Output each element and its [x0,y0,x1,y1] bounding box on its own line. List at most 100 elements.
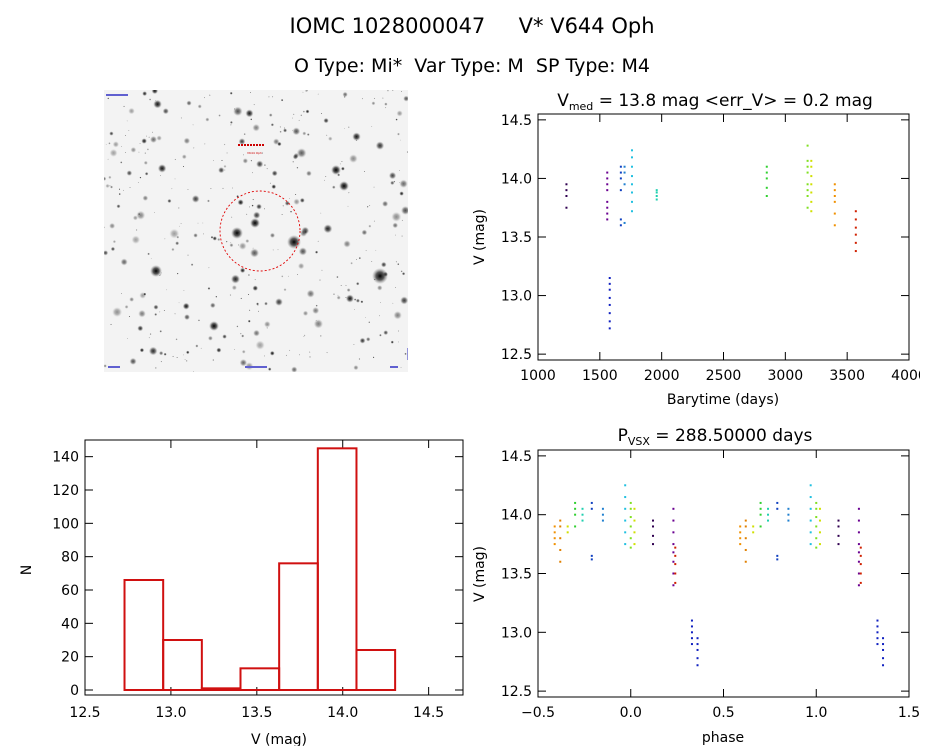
data-point [629,525,632,528]
data-point [590,558,593,561]
data-point [559,548,562,551]
data-point [629,546,632,549]
data-point [806,159,809,162]
x-tick-label: 2000 [644,368,680,384]
data-point [837,525,840,528]
x-tick-label: 0.5 [712,705,734,721]
data-point [633,507,636,510]
x-axis-ticks: 1000 1500 2000 2500 3000 3500 4000 [520,114,920,384]
data-point [854,250,857,253]
finder-corner-label [106,94,128,96]
data-point [767,513,770,516]
plot-frame [537,113,910,361]
data-point [815,525,818,528]
data-point [674,581,677,584]
data-point [744,537,747,540]
data-point [876,625,879,628]
data-point [674,546,677,549]
data-point [739,543,742,546]
plot-frame [84,439,464,696]
data-point [809,543,812,546]
data-point [854,241,857,244]
data-point [606,206,609,209]
data-point [606,218,609,221]
y-axis-label: V (mag) [472,546,488,602]
data-point [581,513,584,516]
data-point [857,531,860,534]
histogram-bar [123,579,165,691]
histogram-bar [278,562,319,691]
data-point [623,171,626,174]
data-point [608,312,611,315]
data-point [876,631,879,634]
light-curve-title: Vmed = 13.8 mag <err_V> = 0.2 mag [557,91,873,113]
phase-curve-chart: PVSX = 288.50000 days −0.5 0.0 0.5 1.0 1.5 1… [472,428,920,746]
data-point [859,563,862,566]
data-point [619,165,622,168]
data-point [696,648,699,651]
data-point [759,507,762,510]
data-point [876,619,879,622]
data-point [559,537,562,540]
y-tick-label: 14.0 [501,171,532,187]
data-point [606,171,609,174]
finder-corner-label [108,366,120,368]
data-point [696,657,699,660]
data-point [787,519,790,522]
data-point [810,175,813,178]
y-tick-label: 40 [61,616,79,632]
data-point [696,637,699,640]
data-point [810,159,813,162]
y-axis-ticks: 12.5 13.0 13.5 14.0 14.5 [501,449,909,700]
data-point [590,507,593,510]
data-point [854,218,857,221]
data-point [606,212,609,215]
data-point [776,507,779,510]
phase-curve-title: PVSX = 288.50000 days [618,428,813,448]
data-point [630,156,633,159]
data-point [818,519,821,522]
data-point [672,551,675,554]
finder-scale-label [245,366,267,368]
data-point [806,165,809,168]
data-point [809,507,812,510]
histogram-bar [239,667,281,691]
data-point [608,277,611,279]
data-point [759,513,762,516]
data-point [553,543,556,546]
data-point [759,501,762,504]
data-point [815,507,818,510]
data-point [837,534,840,537]
data-point [655,191,658,194]
data-point [690,625,693,628]
y-tick-label: 12.5 [501,347,532,363]
data-point [590,501,593,504]
data-point [876,637,879,640]
data-point [655,189,658,192]
x-tick-label: 1000 [520,368,556,384]
data-point [759,525,762,528]
y-tick-label: 80 [61,550,79,566]
data-point [624,496,627,499]
data-point [744,525,747,528]
data-point [882,648,885,651]
data-point [559,519,562,522]
data-point [629,507,632,510]
data-point [559,560,562,563]
data-point [833,183,836,186]
finder-stars [104,90,408,372]
data-point [696,643,699,646]
data-point [810,183,813,186]
x-axis-ticks: −0.5 0.0 0.5 1.0 1.5 [521,450,920,721]
finder-corner-label [390,366,398,368]
finder-chart-image: V644 Oph [104,90,408,372]
x-tick-label: 1500 [582,368,618,384]
histogram-bar [162,639,203,691]
data-point [590,554,593,557]
data-point [810,191,813,194]
data-point [574,501,577,504]
x-axis-label: phase [702,730,744,746]
data-point [606,200,609,203]
y-tick-label: 13.5 [501,230,532,246]
data-point [608,288,611,291]
